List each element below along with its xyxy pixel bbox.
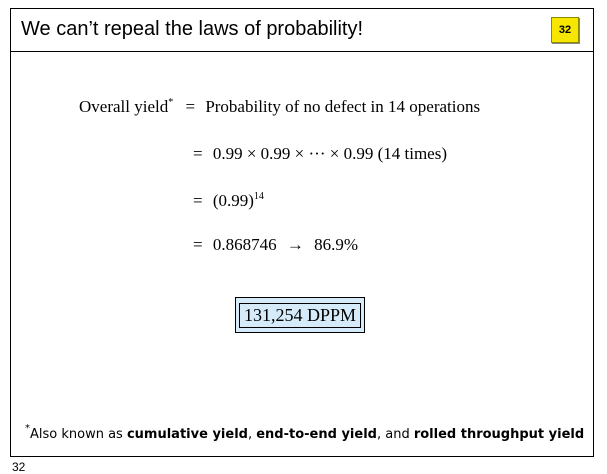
yield-value: 0.868746: [212, 235, 277, 254]
power-exponent: 14: [253, 191, 264, 202]
footnote-mark: *: [168, 97, 174, 108]
probability-text: Probability of no defect in 14 operation…: [205, 97, 481, 116]
footnote-prefix: Also known as: [30, 427, 127, 442]
page-number-badge: 32: [551, 17, 579, 43]
equation-line-3: = (0.99)14: [193, 191, 264, 211]
footnote-separator: , and: [376, 427, 414, 442]
overall-yield-label: Overall yield: [79, 97, 169, 116]
dppm-result-text: 131,254 DPPM: [238, 302, 362, 328]
dppm-result-box: 131,254 DPPM: [235, 297, 365, 333]
equation-line-4: = 0.868746 → 86.9%: [193, 235, 358, 255]
power-base: (0.99): [212, 191, 254, 210]
cut-off-page-number: 32: [12, 460, 26, 474]
footnote-separator: ,: [247, 427, 257, 442]
footnote-term-end-to-end: end-to-end yield: [256, 427, 377, 442]
equals-sign: =: [193, 144, 203, 163]
yield-percent: 86.9%: [314, 235, 359, 254]
equals-sign: =: [193, 235, 203, 254]
right-arrow-icon: →: [286, 235, 304, 254]
product-expression: 0.99 × 0.99 × ··· × 0.99 (14 times): [212, 144, 447, 163]
equals-sign: =: [185, 97, 196, 116]
footnote-term-rolled-throughput: rolled throughput yield: [413, 427, 585, 442]
title-bar: We can’t repeal the laws of probability!…: [11, 9, 593, 52]
equation-line-1: Overall yield* = Probability of no defec…: [79, 97, 480, 117]
slide: We can’t repeal the laws of probability!…: [10, 8, 594, 457]
slide-title: We can’t repeal the laws of probability!: [21, 18, 364, 40]
footnote: *Also known as cumulative yield, end-to-…: [25, 424, 585, 443]
footnote-term-cumulative: cumulative yield: [126, 427, 248, 442]
equals-sign: =: [193, 191, 203, 210]
footnote-mark: *: [25, 423, 30, 434]
equation-line-2: = 0.99 × 0.99 × ··· × 0.99 (14 times): [193, 144, 447, 164]
